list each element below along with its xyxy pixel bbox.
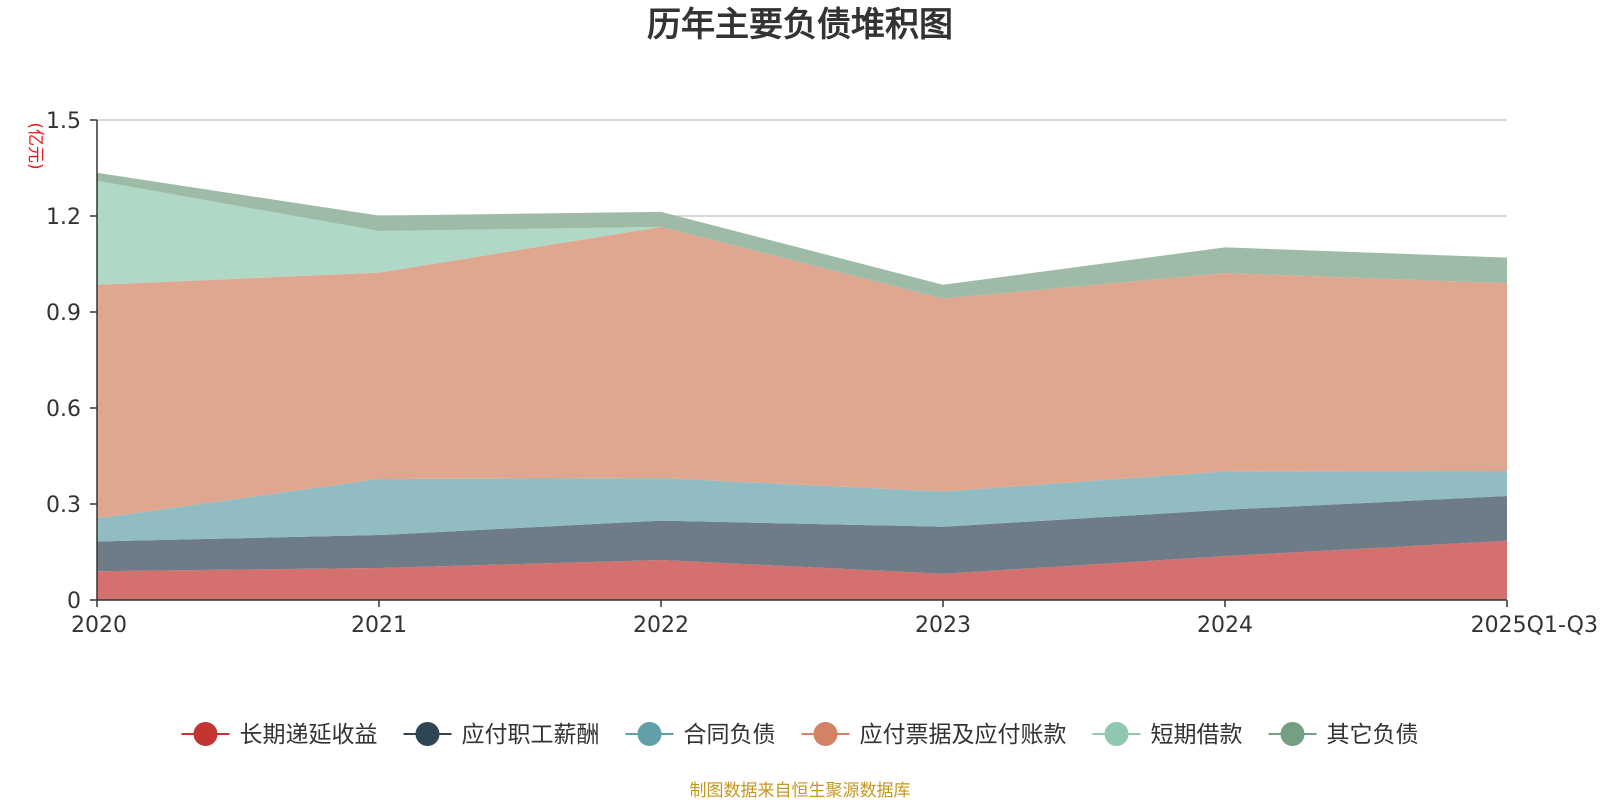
legend-item-6[interactable]: 其它负债 bbox=[1268, 722, 1419, 748]
series-areas bbox=[97, 172, 1507, 600]
x-tick-label: 2025Q1-Q3 bbox=[1471, 613, 1598, 638]
legend-item-1[interactable]: 长期递延收益 bbox=[181, 722, 378, 748]
x-tick-label: 2021 bbox=[351, 613, 407, 638]
area-series-3 bbox=[97, 471, 1507, 542]
legend-label: 应付票据及应付账款 bbox=[860, 722, 1067, 748]
y-tick-label: 0.6 bbox=[46, 397, 81, 422]
legend-item-3[interactable]: 合同负债 bbox=[625, 722, 776, 748]
y-tick-label: 1.5 bbox=[46, 109, 81, 134]
y-tick-label: 0.3 bbox=[46, 493, 81, 518]
area-series-1 bbox=[97, 540, 1507, 600]
legend-label: 应付职工薪酬 bbox=[462, 722, 600, 748]
area-series-4 bbox=[97, 226, 1507, 519]
legend-item-4[interactable]: 应付票据及应付账款 bbox=[801, 722, 1067, 748]
y-axis-ticks: 0 0.3 0.6 0.9 1.2 1.5 bbox=[46, 109, 97, 614]
source-note: 制图数据来自恒生聚源数据库 bbox=[690, 781, 911, 800]
x-axis-ticks: 2020 2021 2022 2023 2024 2025Q1-Q3 bbox=[71, 600, 1598, 638]
y-tick-label: 0 bbox=[67, 589, 81, 614]
legend-label: 短期借款 bbox=[1151, 722, 1243, 748]
legend-label: 长期递延收益 bbox=[240, 722, 378, 748]
legend-marker bbox=[193, 722, 218, 746]
legend-marker bbox=[637, 722, 662, 746]
axes bbox=[96, 120, 1507, 601]
area-series-6 bbox=[97, 172, 1507, 299]
chart-title: 历年主要负债堆积图 bbox=[647, 5, 953, 45]
legend-item-2[interactable]: 应付职工薪酬 bbox=[403, 722, 600, 748]
legend-marker bbox=[1280, 722, 1305, 746]
legend-item-5[interactable]: 短期借款 bbox=[1092, 722, 1243, 748]
legend[interactable]: 长期递延收益 应付职工薪酬 合同负债 应付票据及应付账款 短期借款 其它负债 bbox=[181, 722, 1419, 748]
x-tick-label: 2020 bbox=[71, 613, 127, 638]
legend-marker bbox=[415, 722, 440, 746]
y-tick-label: 0.9 bbox=[46, 301, 81, 326]
legend-marker bbox=[813, 722, 838, 746]
x-tick-label: 2022 bbox=[633, 613, 689, 638]
x-tick-label: 2024 bbox=[1197, 613, 1253, 638]
area-series-2 bbox=[97, 496, 1507, 574]
x-tick-label: 2023 bbox=[915, 613, 971, 638]
y-axis-unit: (亿元) bbox=[25, 122, 45, 169]
legend-label: 其它负债 bbox=[1327, 722, 1419, 748]
area-series-5 bbox=[97, 180, 1507, 299]
y-tick-label: 1.2 bbox=[46, 205, 81, 230]
legend-label: 合同负债 bbox=[684, 722, 776, 748]
legend-marker bbox=[1104, 722, 1129, 746]
